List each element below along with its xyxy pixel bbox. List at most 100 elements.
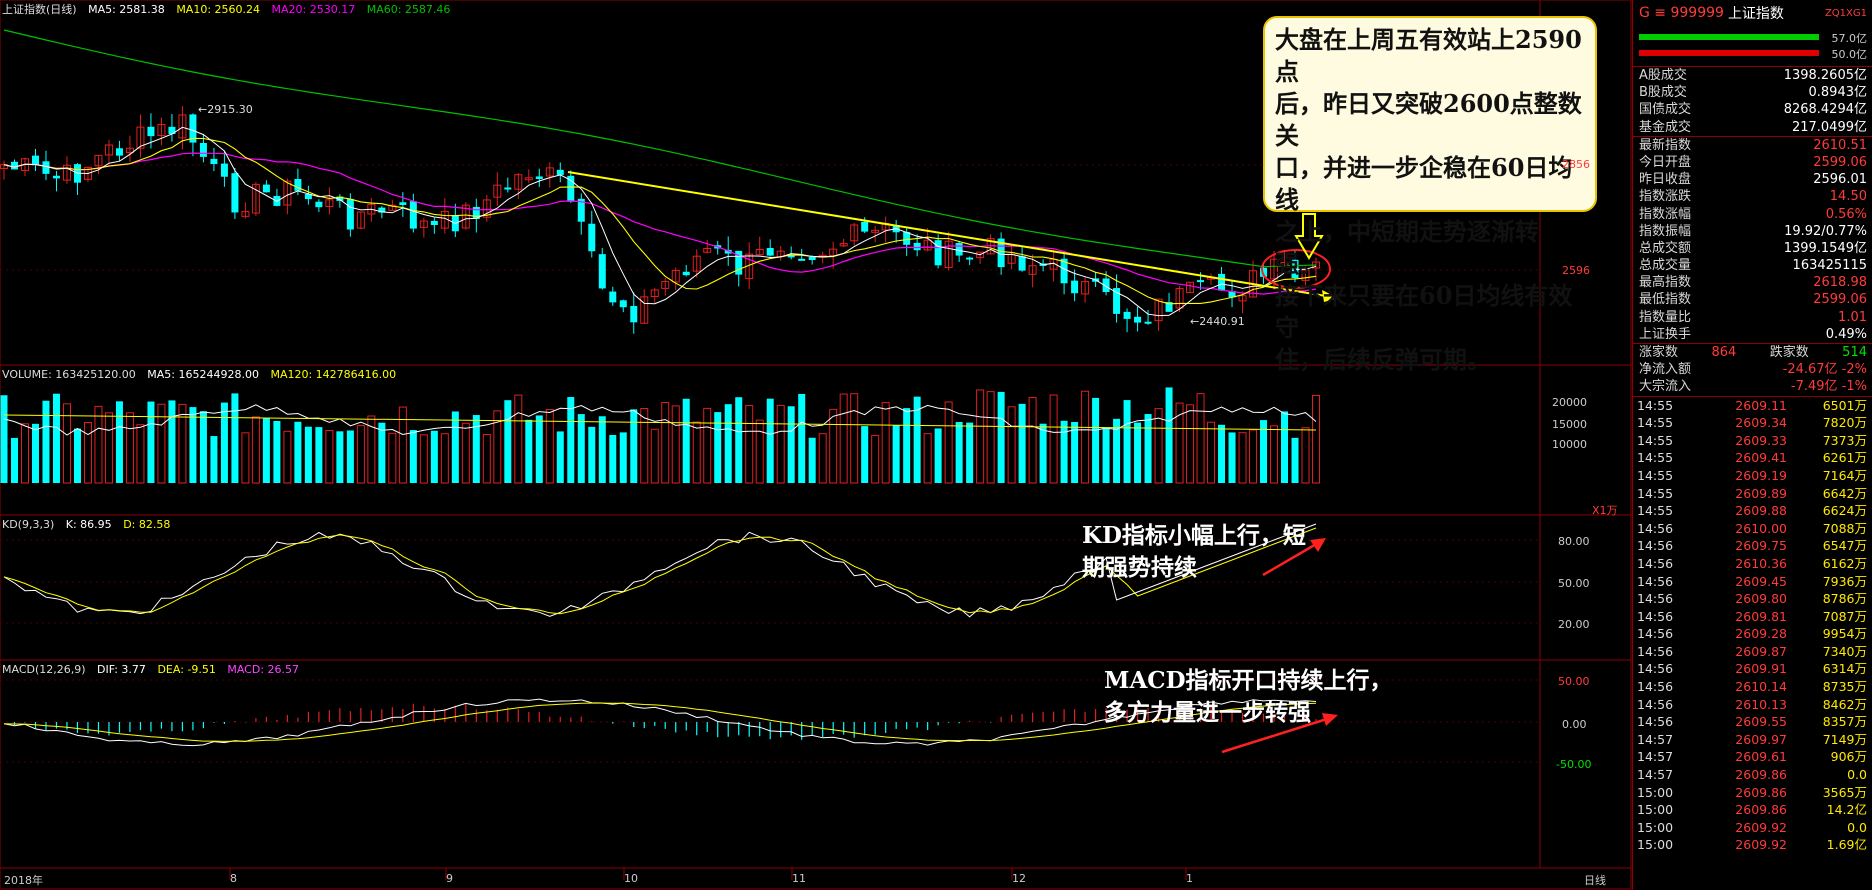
tick-row[interactable]: 14:56 2610.14 8735万 [1633,678,1872,696]
volume-bar [220,402,228,483]
volume-bar [199,411,207,483]
tick-price: 2609.45 [1735,573,1787,589]
tick-row[interactable]: 14:55 2609.11 6501万 [1633,397,1872,415]
tick-row[interactable]: 14:56 2609.80 8786万 [1633,590,1872,608]
tick-row[interactable]: 14:56 2609.55 8357万 [1633,713,1872,731]
volume-bar [1134,422,1142,483]
candle-body [671,269,680,283]
tick-row[interactable]: 14:56 2609.87 7340万 [1633,643,1872,661]
high-price-label: ←2915.30 [198,103,253,116]
chart-area[interactable]: ←2915.30 ←2440.91 上证指数(日线) MA5: 2581.38 M… [0,0,1632,890]
tick-row[interactable]: 14:57 2609.61 906万 [1633,748,1872,766]
volume-bar [1113,418,1121,483]
tick-volume: 8786万 [1822,591,1867,607]
volume-bar [62,403,71,484]
trendline-arrowhead [1322,290,1338,302]
volume-bar [1102,427,1110,483]
chart-canvas[interactable]: ←2915.30 ←2440.91 [0,0,1632,890]
tick-list[interactable]: 14:55 2609.11 6501万 14:55 2609.34 7820万 14:55 2… [1633,397,1872,854]
candle-body [1186,281,1195,294]
candle-body [115,148,123,156]
stat-label: 最高指数 [1639,275,1692,291]
candle-body [409,201,417,229]
stat-row: 今日开盘 2599.06 [1633,154,1872,171]
tick-row[interactable]: 14:55 2609.41 6261万 [1633,449,1872,467]
tick-price: 2609.55 [1735,714,1787,730]
volume-bar [346,430,354,483]
volume-bar [598,416,606,483]
stat-value: 1398.2605亿 [1783,68,1867,83]
kd-tick: 20.00 [1558,618,1590,631]
month-label: 2018年 [4,874,43,887]
tick-time: 14:56 [1637,626,1674,642]
volume-bar [1238,432,1247,484]
candle-body [304,194,312,200]
volume-bar [934,428,942,483]
volume-bar [168,400,176,483]
tick-row[interactable]: 14:55 2609.89 6642万 [1633,485,1872,503]
tick-price: 2609.81 [1735,608,1787,624]
tick-row[interactable]: 14:57 2609.97 7149万 [1633,731,1872,749]
ma5-label: MA5: 2581.38 [88,3,165,16]
kd-name: KD(9,3,3) [2,518,55,531]
tick-row[interactable]: 14:56 2609.91 6314万 [1633,660,1872,678]
stat-row: 总成交额 1399.1549亿 [1633,240,1872,257]
tick-row[interactable]: 14:56 2610.36 6162万 [1633,555,1872,573]
volume-bar [315,427,323,483]
tick-volume: 6261万 [1822,450,1867,466]
tick-row[interactable]: 14:56 2609.45 7936万 [1633,573,1872,591]
candle-body [231,173,239,213]
tick-price: 2610.13 [1735,696,1787,712]
volume-bar [871,434,880,484]
flow-row: 大宗流入 -7.49亿 -1% [1633,378,1872,395]
candle-body [955,243,963,256]
tick-price: 2609.97 [1735,731,1787,747]
tick-price: 2609.87 [1735,643,1787,659]
tick-row[interactable]: 15:00 2609.92 0.0 [1633,819,1872,837]
ma10-label: MA10: 2560.24 [176,3,261,16]
volume-bar [944,401,953,484]
candle-body [31,155,39,166]
volume-bar [1028,397,1037,484]
annotation-line: 大盘在上周五有效站上2590点 [1275,25,1582,86]
stat-label: 最新指数 [1639,137,1692,153]
stat-row: 最新指数 2610.51 [1633,137,1872,154]
volume-tick: 15000 [1552,418,1587,431]
tick-row[interactable]: 14:57 2609.86 0.0 [1633,766,1872,784]
stat-label: 指数量比 [1639,309,1692,325]
tick-volume: 6162万 [1822,555,1867,571]
volume-bar [923,433,932,484]
ma60-line [3,29,1317,268]
volume-tick: 20000 [1552,396,1587,409]
volume-bar [525,419,533,483]
stat-value: 0.56% [1825,206,1867,222]
candle-body [42,161,50,174]
tick-row[interactable]: 15:00 2609.86 3565万 [1633,784,1872,802]
volume-ma5-line [3,404,1317,436]
volume-bar [829,408,838,484]
candle-body [661,280,670,289]
tick-row[interactable]: 14:56 2610.00 7088万 [1633,520,1872,538]
period-label[interactable]: 日线 [1584,874,1606,887]
tick-row[interactable]: 14:56 2610.13 8462万 [1633,696,1872,714]
updown-row: 涨家数 864 跌家数 514 [1633,344,1872,361]
tick-volume: 14.2亿 [1826,802,1867,818]
tick-row[interactable]: 14:56 2609.81 7087万 [1633,608,1872,626]
turnover-list: A股成交 1398.2605亿 B股成交 0.8943亿 国债成交 8268.4294亿基… [1633,67,1872,136]
tick-row[interactable]: 14:55 2609.88 6624万 [1633,502,1872,520]
volume-bar [430,430,438,483]
stat-label: 指数振幅 [1639,223,1692,239]
tick-row[interactable]: 14:56 2609.28 9954万 [1633,625,1872,643]
tick-row[interactable]: 14:55 2609.33 7373万 [1633,432,1872,450]
tick-row[interactable]: 14:55 2609.34 7820万 [1633,414,1872,432]
candle-body [241,211,250,217]
tick-row[interactable]: 14:55 2609.19 7164万 [1633,467,1872,485]
candle-body [10,161,18,170]
candle-body [839,243,848,247]
volume-bar [136,424,145,484]
tick-row[interactable]: 15:00 2609.92 1.69亿 [1633,836,1872,854]
tick-row[interactable]: 15:00 2609.86 14.2亿 [1633,801,1872,819]
stat-row: B股成交 0.8943亿 [1633,84,1872,101]
tick-row[interactable]: 14:56 2609.75 6547万 [1633,537,1872,555]
tick-volume: 7149万 [1822,731,1867,747]
